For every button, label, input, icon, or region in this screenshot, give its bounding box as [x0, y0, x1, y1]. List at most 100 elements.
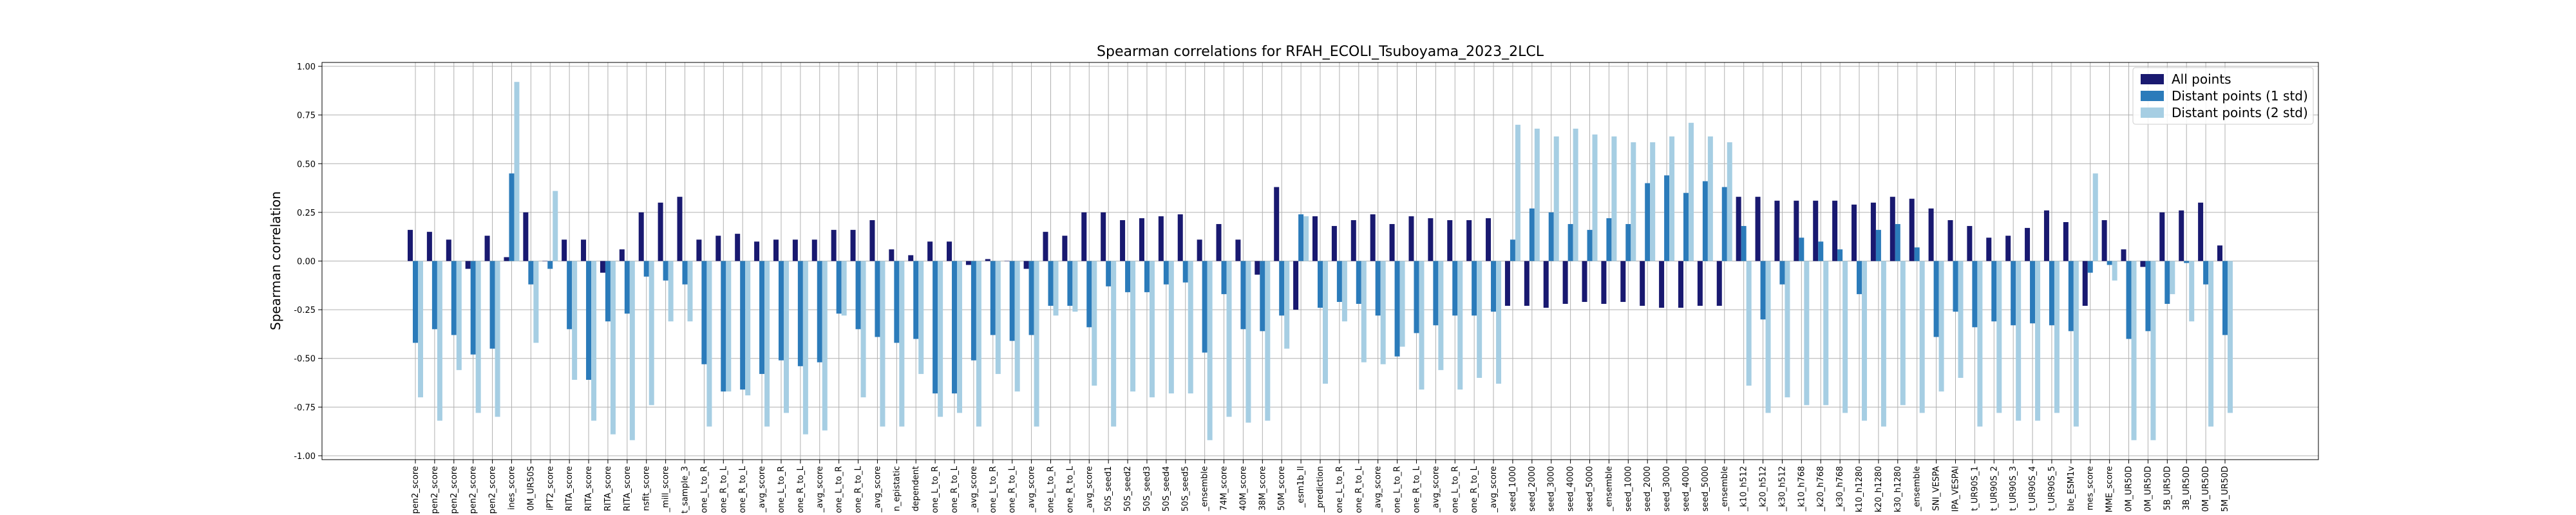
x-tick-label: _k20_h768	[1816, 466, 1826, 512]
x-tick-label: _ensemble	[1200, 466, 1210, 512]
bar-series-3	[1245, 261, 1251, 423]
bar-series-3	[1534, 128, 1540, 261]
bar-series-2	[797, 261, 803, 366]
bar-series-1	[1928, 208, 1934, 261]
bar-series-2	[624, 261, 630, 314]
bar-series-2	[1664, 175, 1670, 261]
bar-series-2	[894, 261, 900, 343]
bar-series-3	[1727, 142, 1732, 261]
x-tick-label: seed_4000	[1566, 466, 1576, 512]
bar-series-1	[1659, 261, 1665, 308]
bar-series-3	[629, 261, 635, 440]
bar-series-2	[1702, 181, 1708, 261]
bar-series-1	[1235, 239, 1241, 261]
bar-series-1	[1486, 218, 1492, 261]
bar-series-3	[2054, 261, 2060, 413]
bar-series-2	[1182, 261, 1188, 283]
bar-series-1	[1350, 220, 1356, 261]
bar-series-2	[605, 261, 611, 322]
bar-series-3	[1457, 261, 1463, 390]
bar-series-1	[1755, 196, 1761, 261]
x-tick-label: _mill_score	[661, 466, 671, 512]
bar-series-3	[1207, 261, 1213, 440]
x-tick-label: MME_score	[2105, 466, 2115, 512]
bar-series-1	[600, 261, 605, 273]
bar-series-2	[1625, 224, 1631, 261]
y-axis-ticks: -1.00 -0.75 -0.50 -0.25 0.00 0.25 0.50 0.75 1.00	[294, 62, 322, 462]
bar-series-1	[1697, 261, 1703, 306]
x-tick-label: one_L_to_R	[1450, 466, 1460, 513]
x-tick-label: _avg_score	[1374, 466, 1383, 513]
bar-series-1	[1293, 261, 1299, 310]
bar-series-3	[572, 261, 578, 380]
y-tick-label: 0.75	[297, 111, 316, 121]
x-tick-label: one_L_to_R	[1046, 466, 1056, 513]
x-tick-label: t_UR90S_5	[2047, 466, 2057, 511]
x-tick-label: _avg_score	[1027, 466, 1037, 513]
bar-series-1	[1582, 261, 1587, 303]
x-tick-label: ines_score	[507, 466, 516, 510]
x-tick-label: SNI_VESPA	[1932, 466, 1942, 511]
bar-series-1	[1543, 261, 1549, 308]
bar-series-2	[1953, 261, 1958, 312]
x-tick-label: _ensemble	[1913, 466, 1922, 512]
bar-series-2	[1606, 218, 1612, 261]
bar-series-2	[1356, 261, 1361, 304]
x-tick-label: 0M_UR50S	[526, 466, 536, 510]
x-tick-label: pen2_score	[430, 466, 440, 514]
bar-series-3	[2131, 261, 2137, 440]
bar-series-1	[1601, 261, 1607, 304]
x-tick-label: 0M_UR50D	[2201, 466, 2211, 512]
bar-series-3	[2150, 261, 2156, 440]
bar-series-3	[1265, 261, 1271, 421]
x-tick-label: ble_ESM1v	[2067, 466, 2076, 511]
bar-series-1	[2159, 212, 2165, 261]
bar-series-1	[2140, 261, 2146, 267]
bar-series-2	[509, 173, 515, 261]
bar-series-3	[1399, 261, 1405, 347]
x-tick-label: 50S_seed5	[1181, 466, 1191, 512]
x-tick-label: _k30_h512	[1777, 466, 1787, 512]
x-tick-label: k30_h1280	[1893, 466, 1903, 512]
x-tick-label: one_R_to_L	[719, 465, 728, 513]
bar-series-2	[2164, 261, 2170, 304]
bar-series-3	[1862, 261, 1868, 421]
x-tick-label: 38M_score	[1258, 466, 1267, 510]
bar-series-1	[889, 249, 895, 261]
bar-series-3	[938, 261, 943, 417]
bar-series-1	[2179, 210, 2184, 261]
bar-series-2	[1510, 239, 1515, 261]
x-tick-label: RITA_score	[584, 466, 594, 511]
bar-series-3	[1053, 261, 1059, 316]
bar-series-1	[1967, 226, 1973, 261]
y-tick-label: 0.00	[297, 258, 316, 267]
legend-label-distant-2std: Distant points (2 std)	[2172, 105, 2308, 120]
bar-series-2	[489, 261, 495, 349]
x-tick-label: _k20_h512	[1759, 466, 1768, 512]
x-tick-label: _avg_score	[873, 466, 882, 513]
bar-series-3	[1168, 261, 1174, 394]
bar-series-3	[1323, 261, 1328, 384]
bar-series-1	[484, 236, 490, 261]
bar-series-1	[1716, 261, 1722, 306]
bar-series-1	[754, 241, 760, 261]
bar-series-3	[1842, 261, 1848, 413]
bar-series-1	[811, 239, 817, 261]
bar-series-1	[2043, 210, 2049, 261]
bar-series-1	[1023, 261, 1029, 269]
bar-series-1	[426, 232, 432, 261]
bar-series-1	[1678, 261, 1683, 308]
x-tick-label: seed_3000	[1547, 466, 1557, 512]
bar-series-3	[1823, 261, 1829, 406]
x-tick-label: _avg_score	[757, 466, 767, 513]
bar-series-1	[985, 259, 990, 261]
bar-series-1	[638, 212, 644, 261]
bar-series-1	[1736, 196, 1741, 261]
x-tick-label: _avg_score	[1084, 466, 1094, 513]
bar-series-2	[2011, 261, 2016, 326]
bar-series-1	[1562, 261, 1568, 304]
bar-series-3	[2035, 261, 2041, 421]
bar-series-3	[1688, 122, 1694, 261]
bar-series-2	[1106, 261, 1112, 286]
bar-series-2	[1048, 261, 1054, 306]
